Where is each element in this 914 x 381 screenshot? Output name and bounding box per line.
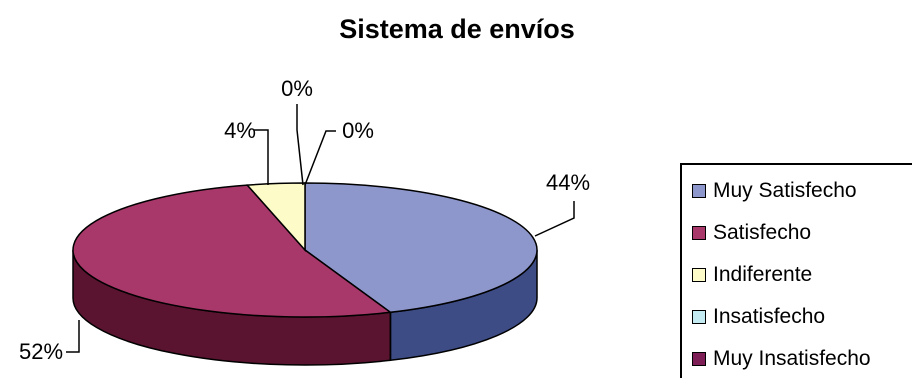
label-leaders <box>66 104 575 353</box>
leader-line <box>254 129 269 185</box>
data-labels: 44% 52% 4% 0% 0% <box>19 76 590 364</box>
data-label: 44% <box>546 170 590 195</box>
legend-item: Muy Insatisfecho <box>692 347 871 371</box>
pie-slice-satisfecho <box>72 184 393 318</box>
legend-item: Satisfecho <box>692 221 811 245</box>
leader-line <box>296 104 304 186</box>
leader-line <box>534 201 575 237</box>
legend-label: Satisfecho <box>713 221 812 244</box>
legend-swatch <box>692 184 706 198</box>
legend: Muy Satisfecho Satisfecho Indiferente Insat… <box>680 163 912 378</box>
legend-item: Muy Satisfecho <box>692 179 857 203</box>
legend-item: Insatisfecho <box>692 305 825 329</box>
pie-tops <box>72 182 538 318</box>
data-label: 52% <box>19 339 63 364</box>
legend-label: Insatisfecho <box>713 305 826 328</box>
data-label: 0% <box>281 76 313 101</box>
legend-label: Muy Satisfecho <box>713 179 857 202</box>
legend-label: Muy Insatisfecho <box>713 347 871 370</box>
legend-swatch <box>692 268 706 282</box>
pie-slice-muy-satisfecho <box>304 182 538 314</box>
leader-line <box>304 130 336 186</box>
leader-line <box>66 320 80 353</box>
chart-title: Sistema de envíos <box>339 14 575 44</box>
legend-swatch <box>692 226 706 240</box>
legend-swatch <box>692 352 706 366</box>
data-label: 0% <box>342 118 374 143</box>
pie-slice-indiferente <box>245 182 306 252</box>
legend-swatch <box>692 310 706 324</box>
data-label: 4% <box>224 118 256 143</box>
legend-item: Indiferente <box>692 263 812 287</box>
legend-label: Indiferente <box>713 263 813 286</box>
